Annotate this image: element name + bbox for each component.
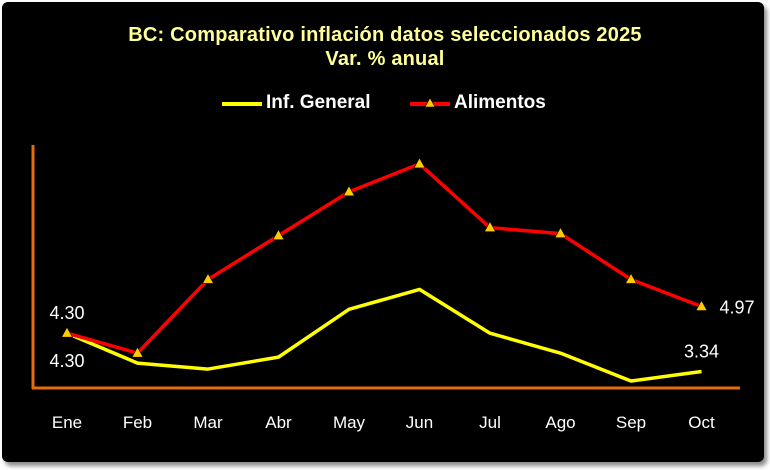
x-tick-label: Jul	[479, 413, 501, 432]
x-tick-label: Ene	[52, 413, 82, 432]
x-tick-label: May	[333, 413, 366, 432]
chart-title: BC: Comparativo inflación datos seleccio…	[128, 24, 642, 46]
alimentos-point-ene	[60, 326, 74, 338]
x-tick-label: Abr	[265, 413, 292, 432]
alimentos-point-ago	[554, 227, 567, 238]
alimentos-point-mar	[201, 272, 215, 284]
legend-item-general: Inf. General	[222, 92, 392, 116]
triangle-icon	[424, 97, 436, 108]
data-label: 4.97	[720, 298, 755, 318]
legend-label-alimentos: Alimentos	[454, 92, 546, 113]
chart-subtitle: Var. % anual	[325, 48, 445, 70]
x-tick-label: Feb	[123, 413, 152, 432]
x-tick-label: Sep	[616, 413, 646, 432]
x-tick-label: Mar	[193, 413, 223, 432]
alimentos-point-sep	[624, 272, 638, 284]
alimentos-point-jul	[483, 221, 497, 232]
x-tick-labels: Ene Feb Mar Abr May Jun Jul Ago Sep Oct	[52, 413, 715, 432]
alimentos-point-may	[342, 185, 356, 197]
alimentos-point-oct	[695, 299, 708, 311]
axes	[31, 145, 740, 390]
alimentos-point-abr	[272, 229, 285, 240]
alimentos-point-jun	[413, 157, 426, 169]
data-labels: 4.30 4.30 4.97 3.34	[49, 298, 754, 372]
series-line-alimentos	[66, 162, 703, 355]
x-tick-label: Oct	[688, 413, 715, 432]
alimentos-point-feb	[131, 346, 144, 358]
chart-frame	[2, 2, 764, 462]
legend-line-alimentos-icon	[410, 97, 450, 108]
legend-line-general-icon	[222, 102, 262, 106]
x-tick-label: Ago	[545, 413, 575, 432]
legend-label-general: Inf. General	[266, 92, 371, 113]
data-label: 3.34	[684, 341, 719, 361]
series-line-general	[66, 287, 702, 383]
series-layer	[60, 157, 708, 383]
legend-item-alimentos: Alimentos	[410, 92, 570, 116]
legend: Inf. General Alimentos	[0, 92, 770, 116]
data-label: 4.30	[49, 351, 84, 371]
x-tick-label: Jun	[406, 413, 433, 432]
data-label: 4.30	[49, 303, 84, 323]
